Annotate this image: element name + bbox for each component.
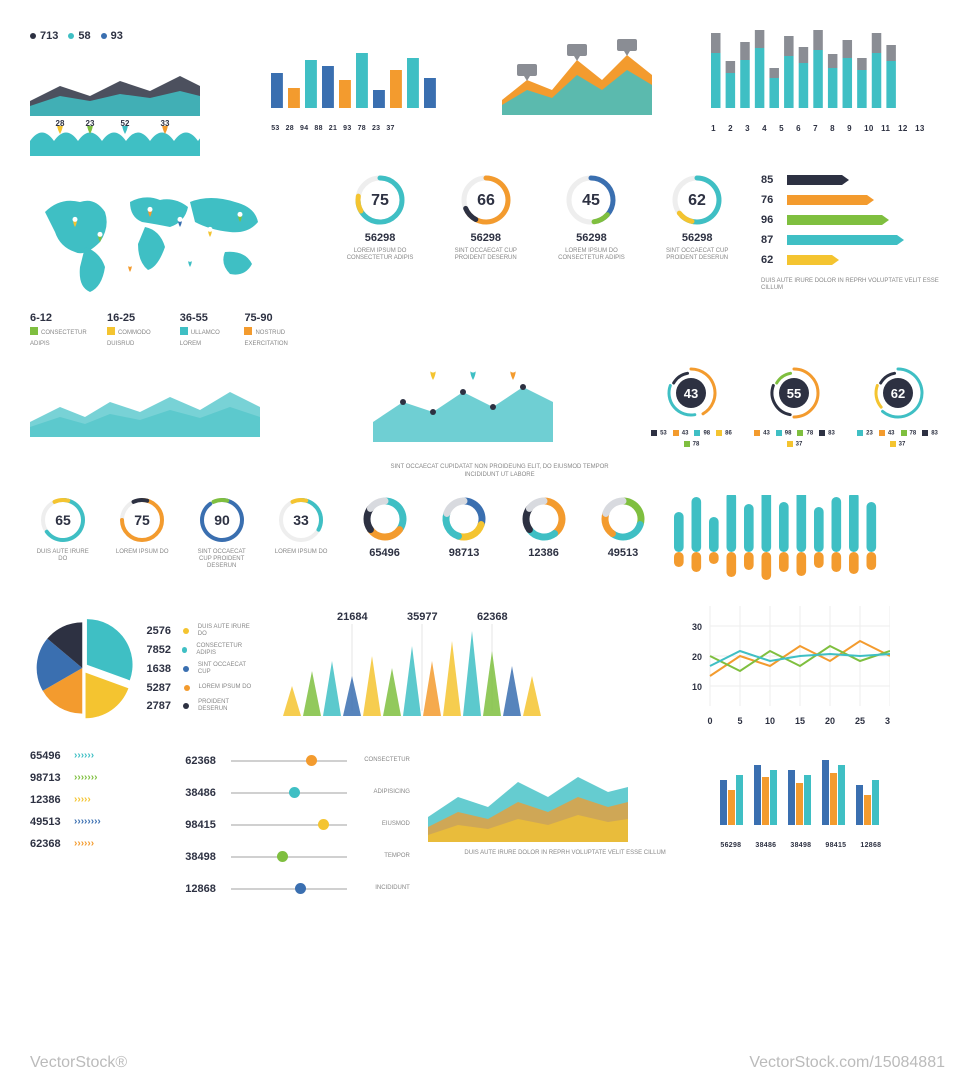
svg-text:52: 52 [121, 119, 130, 128]
world-map: 6-12CONSECTETUR ADIPIS16-25COMMODO DUISR… [30, 172, 316, 348]
grouped-bars: 5629838486384989841512868 [720, 747, 945, 903]
svg-text:65: 65 [55, 512, 71, 528]
slider-stats: 62368consectetur38486adipisicing98415eiu… [185, 747, 410, 903]
svg-text:15: 15 [795, 716, 805, 726]
wave-area [30, 362, 355, 478]
svg-text:28: 28 [56, 119, 65, 128]
svg-text:5: 5 [738, 716, 743, 726]
area-chart-tooltips [502, 30, 693, 156]
svg-text:33: 33 [161, 119, 170, 128]
svg-text:43: 43 [684, 386, 698, 401]
svg-text:66: 66 [477, 192, 495, 209]
donut-row-2: 65DUIS AUTE IRURE DO75LOREM IPSUM DO90SI… [30, 495, 334, 590]
line-area-pins: SINT OCCAECAT CUPIDATAT NON PROIDEUNG EL… [373, 362, 626, 478]
svg-text:75: 75 [371, 192, 389, 209]
area-chart-legend: 713589328235233 [30, 30, 253, 156]
svg-text:20: 20 [692, 652, 702, 662]
multi-line-chart: 30 20 10 0 5 10 15 20 25 30 [690, 606, 945, 731]
svg-text:20: 20 [825, 716, 835, 726]
peak-chart: 21684 35977 62368 [277, 606, 672, 731]
svg-text:62: 62 [890, 386, 904, 401]
svg-text:35977: 35977 [407, 611, 438, 623]
chevron-stats: 65496››››››98713›››››››12386›››››49513››… [30, 747, 167, 903]
svg-text:30: 30 [885, 716, 890, 726]
pie-chart: 2576DUIS AUTE IRURE DO7852CONSECTETUR AD… [30, 606, 259, 731]
stacked-area: DUIS AUTE IRURE DOLOR IN REPRH VOLUPTATE… [428, 747, 703, 903]
svg-text:75: 75 [134, 512, 150, 528]
svg-text:90: 90 [214, 512, 230, 528]
source-text: VectorStock.com/15084881 [749, 1054, 945, 1072]
brand-text: VectorStock® [30, 1054, 127, 1072]
horizontal-bars: 8576968762DUIS AUTE IRURE DOLOR IN REPRH… [761, 172, 945, 348]
diverging-bars [674, 495, 945, 590]
stacked-bar-chart: 12345678910111213 [711, 30, 945, 156]
donut-numbers: 65496987131238649513 [352, 495, 656, 590]
svg-text:10: 10 [765, 716, 775, 726]
svg-text:21684: 21684 [337, 611, 368, 623]
svg-text:45: 45 [583, 192, 601, 209]
svg-text:30: 30 [692, 622, 702, 632]
donut-stats-row: 7556298LOREM IPSUM DO CONSECTETUR ADIPIS… [334, 172, 743, 348]
svg-text:33: 33 [293, 512, 309, 528]
svg-text:0: 0 [708, 716, 713, 726]
svg-text:62: 62 [688, 192, 706, 209]
svg-text:10: 10 [692, 682, 702, 692]
svg-text:25: 25 [855, 716, 865, 726]
radial-charts: 435343988678554398788337622343788337 [644, 362, 945, 478]
svg-text:55: 55 [787, 386, 801, 401]
svg-text:62368: 62368 [477, 611, 508, 623]
svg-text:23: 23 [86, 119, 95, 128]
bar-chart-1: 532894882193782337 [271, 30, 484, 156]
